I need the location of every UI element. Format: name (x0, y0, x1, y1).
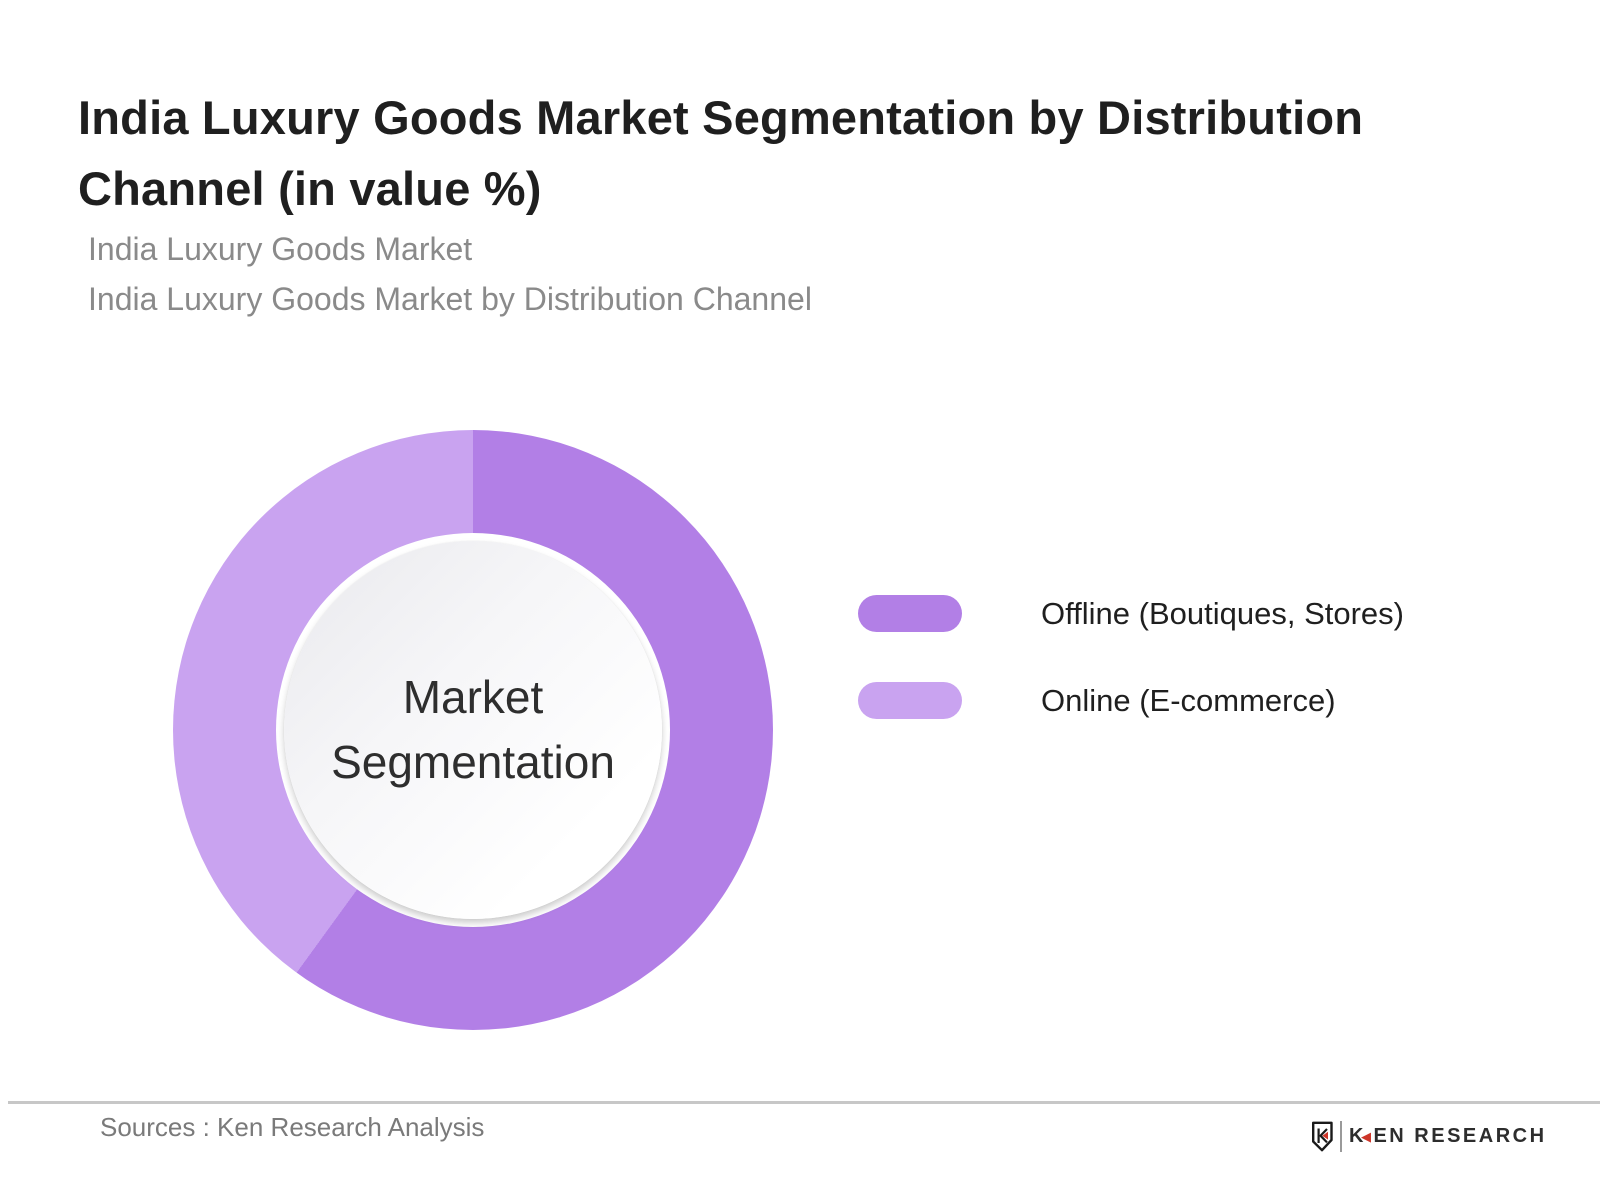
logo-red-triangle-icon: ◀ (1360, 1128, 1374, 1144)
page-title-line-1: India Luxury Goods Market Segmentation b… (78, 91, 1364, 144)
ken-research-logo: K ◀ EN RESEARCH (1311, 1116, 1547, 1156)
legend-label-online: Online (E-commerce) (1041, 682, 1336, 718)
logo-wordmark: K ◀ EN RESEARCH (1349, 1126, 1547, 1146)
legend-swatch (858, 595, 962, 632)
sources-text: Sources : Ken Research Analysis (100, 1112, 485, 1142)
logo-wordmark-k: K (1349, 1125, 1366, 1147)
donut-center-circle: Market Segmentation (284, 541, 662, 919)
page-title-line-2: Channel (in value %) (78, 162, 542, 216)
legend-item-offline: Offline (Boutiques, Stores) (858, 595, 1404, 632)
subtitle-block: India Luxury Goods Market India Luxury G… (88, 224, 1288, 324)
logo-divider (1340, 1120, 1342, 1152)
donut-center-label: Market Segmentation (331, 670, 615, 788)
legend-label-offline: Offline (Boutiques, Stores) (1041, 595, 1404, 631)
donut-ring: Market Segmentation (173, 430, 773, 1030)
subtitle-line-1: India Luxury Goods Market (88, 231, 473, 267)
logo-wordmark-rest: EN RESEARCH (1373, 1125, 1547, 1147)
legend-swatch (858, 682, 962, 719)
footer-divider (8, 1101, 1600, 1104)
chart-legend: Offline (Boutiques, Stores) Online (E-co… (858, 595, 1404, 769)
ken-research-shield-icon (1312, 1121, 1333, 1151)
subtitle-line-2: India Luxury Goods Market by Distributio… (88, 281, 812, 317)
page-title: India Luxury Goods Market Segmentation b… (78, 82, 1538, 225)
legend-item-online: Online (E-commerce) (858, 682, 1404, 719)
